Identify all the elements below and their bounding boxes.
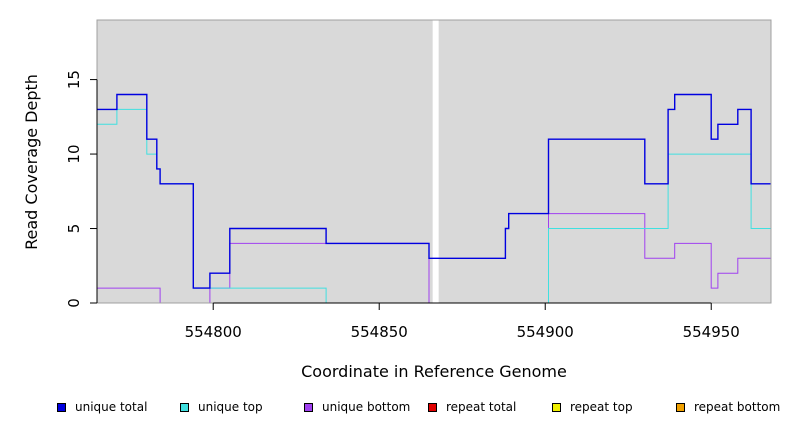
legend-label: repeat top bbox=[570, 400, 633, 414]
legend-swatch bbox=[676, 402, 685, 412]
x-tick-label: 554800 bbox=[185, 323, 242, 341]
y-axis-title: Read Coverage Depth bbox=[22, 74, 41, 250]
legend-item-unique-top: unique top bbox=[180, 400, 263, 414]
x-tick-label: 554850 bbox=[351, 323, 408, 341]
legend-label: unique bottom bbox=[322, 400, 411, 414]
legend-item-unique-total: unique total bbox=[57, 400, 147, 414]
coverage-chart: 0 5 10 15 554800 554850 554900 554950 Coordinat… bbox=[22, 19, 772, 381]
legend-label: repeat total bbox=[446, 400, 517, 414]
legend-label: unique total bbox=[75, 400, 148, 414]
legend-item-repeat-top: repeat top bbox=[552, 400, 633, 414]
legend-label: unique top bbox=[198, 400, 263, 414]
legend-swatch bbox=[428, 402, 437, 412]
legend-swatch bbox=[57, 402, 66, 412]
y-tick-label: 10 bbox=[65, 145, 83, 164]
x-axis-title: Coordinate in Reference Genome bbox=[301, 362, 567, 381]
series-line-unique-total bbox=[97, 93, 771, 289]
legend-label: repeat bottom bbox=[694, 400, 781, 414]
legend-item-repeat-bottom: repeat bottom bbox=[676, 400, 780, 414]
y-tick-label: 5 bbox=[65, 224, 83, 234]
x-tick-label: 554900 bbox=[517, 323, 574, 341]
legend-swatch bbox=[180, 402, 189, 412]
legend-swatch bbox=[304, 402, 313, 412]
legend-item-repeat-total: repeat total bbox=[428, 400, 516, 414]
y-tick-label: 15 bbox=[65, 70, 83, 89]
axis-layer: 0 5 10 15 554800 554850 554900 554950 bbox=[65, 70, 740, 341]
legend-swatch bbox=[552, 402, 561, 412]
y-tick-label: 0 bbox=[65, 298, 83, 308]
sequence-gap-band bbox=[432, 20, 439, 303]
legend-item-unique-bottom: unique bottom bbox=[304, 400, 410, 414]
x-tick-label: 554950 bbox=[683, 323, 740, 341]
legend: unique total unique top unique bottom repea… bbox=[0, 400, 792, 418]
